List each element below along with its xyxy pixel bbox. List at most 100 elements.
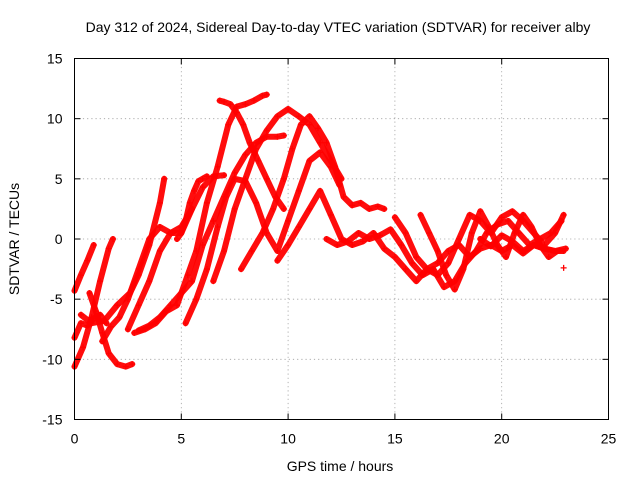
data-point	[297, 121, 304, 128]
series-layer	[71, 91, 569, 370]
data-point	[562, 245, 569, 252]
data-point	[92, 308, 99, 315]
data-point	[135, 266, 142, 273]
series-outlier	[560, 264, 567, 271]
series-line	[182, 149, 343, 327]
data-point	[146, 236, 153, 242]
data-point	[116, 314, 123, 321]
x-axis-tick-labels: 0 5 10 15 20 25	[71, 431, 617, 447]
data-point	[124, 326, 131, 333]
data-point	[528, 223, 535, 230]
data-point	[223, 193, 230, 200]
data-point	[520, 248, 527, 255]
data-point	[323, 236, 330, 242]
data-point	[167, 229, 174, 236]
x-axis-label: GPS time / hours	[287, 458, 394, 474]
data-point	[77, 272, 84, 279]
data-point	[135, 302, 142, 309]
data-point	[146, 278, 153, 285]
data-point	[376, 232, 383, 239]
data-point	[441, 284, 448, 291]
x-tick-label: 20	[494, 431, 510, 447]
chart-title: Day 312 of 2024, Sidereal Day-to-day VTE…	[86, 19, 591, 35]
y-tick-label: 0	[55, 231, 63, 247]
series-track-10	[174, 173, 210, 242]
data-point	[488, 243, 495, 250]
data-point	[323, 139, 330, 146]
data-point	[434, 272, 441, 279]
data-point	[445, 260, 452, 267]
data-point	[423, 266, 430, 273]
data-point	[398, 242, 405, 249]
data-point	[274, 248, 281, 255]
data-point	[468, 229, 475, 236]
data-point	[520, 211, 527, 218]
data-point	[263, 127, 270, 134]
data-point	[391, 254, 398, 261]
data-point	[295, 223, 302, 230]
data-point	[349, 202, 356, 209]
data-point	[146, 322, 153, 329]
data-point	[122, 363, 129, 370]
data-point	[387, 226, 394, 233]
data-point	[295, 187, 302, 194]
x-tick-label: 0	[71, 431, 79, 447]
x-tick-label: 25	[601, 431, 617, 447]
data-point	[259, 92, 266, 99]
data-point	[355, 229, 362, 236]
data-point	[221, 98, 228, 105]
data-point	[426, 229, 433, 236]
data-point	[242, 101, 249, 108]
data-point	[530, 242, 537, 249]
data-point	[306, 205, 313, 212]
data-point	[221, 248, 228, 255]
data-point	[188, 278, 195, 285]
data-point	[280, 132, 287, 139]
data-point	[274, 257, 281, 264]
data-point	[210, 278, 217, 285]
y-tick-label: -15	[42, 412, 62, 428]
data-point	[413, 278, 420, 285]
data-point	[231, 169, 238, 176]
data-point	[182, 217, 189, 224]
data-point	[156, 248, 163, 255]
data-point	[250, 97, 257, 104]
data-point	[285, 106, 292, 113]
data-point	[366, 205, 373, 212]
data-point	[443, 272, 450, 279]
data-point	[109, 236, 116, 242]
data-point	[366, 236, 373, 242]
data-point	[541, 245, 548, 252]
y-axis-tick-labels: -15 -10 -5 0 5 10 15	[42, 51, 62, 428]
data-point	[114, 361, 121, 368]
data-point	[498, 214, 505, 221]
x-tick-label: 15	[387, 431, 403, 447]
data-point	[186, 199, 193, 206]
x-tick-label: 5	[177, 431, 185, 447]
data-point	[199, 242, 206, 249]
data-point	[90, 242, 97, 249]
x-tick-label: 10	[280, 431, 296, 447]
data-point	[402, 266, 409, 273]
y-tick-label: 10	[47, 111, 63, 127]
series-line	[71, 242, 97, 294]
data-point	[161, 175, 168, 182]
data-point	[270, 205, 277, 212]
data-point	[156, 314, 163, 321]
data-point	[214, 223, 221, 230]
data-point	[193, 296, 200, 303]
data-point	[184, 272, 191, 279]
data-point	[317, 149, 324, 156]
data-point	[332, 163, 339, 170]
data-point	[455, 236, 462, 242]
data-point	[552, 229, 559, 236]
data-point	[306, 121, 313, 128]
data-point	[357, 199, 364, 206]
data-point	[263, 175, 270, 182]
data-point	[203, 173, 210, 180]
data-point	[295, 113, 302, 120]
data-point	[552, 248, 559, 255]
data-point	[255, 157, 262, 164]
data-point	[199, 175, 206, 182]
